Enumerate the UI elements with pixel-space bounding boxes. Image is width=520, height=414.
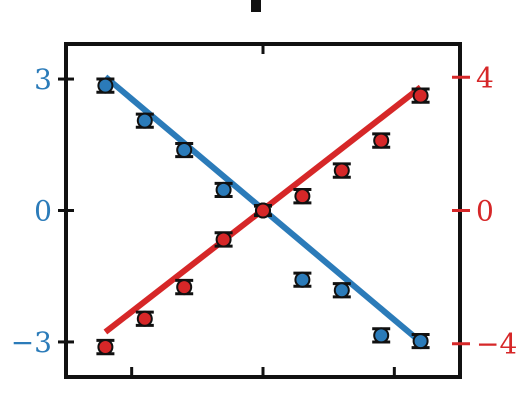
data-point-right (412, 87, 429, 104)
right-tick-label: −4 (476, 328, 517, 361)
data-point-right (373, 132, 390, 149)
right-tick-label: 0 (476, 195, 494, 228)
data-point-left (412, 333, 429, 350)
data-point-left (176, 142, 193, 159)
data-point-right (97, 339, 114, 356)
left-tick-label: 0 (34, 195, 52, 228)
data-point-left (294, 271, 311, 288)
data-point-left (333, 282, 350, 299)
data-point-left (97, 77, 114, 94)
data-point-right (294, 188, 311, 205)
data-point-left (215, 181, 232, 198)
left-tick-label: −3 (11, 326, 52, 359)
data-point-left (373, 327, 390, 344)
top-decoration (251, 0, 261, 12)
data-point-right (255, 202, 271, 219)
data-point-right (176, 279, 193, 296)
data-point-right (333, 162, 350, 179)
axes: 3 0 −3 4 0 −4 (11, 44, 517, 377)
right-tick-label: 4 (476, 61, 494, 94)
left-tick-label: 3 (34, 63, 52, 96)
data-point-right (215, 231, 232, 248)
data-point-left (136, 112, 153, 129)
data-points (96, 77, 430, 356)
data-point-right (136, 310, 153, 327)
